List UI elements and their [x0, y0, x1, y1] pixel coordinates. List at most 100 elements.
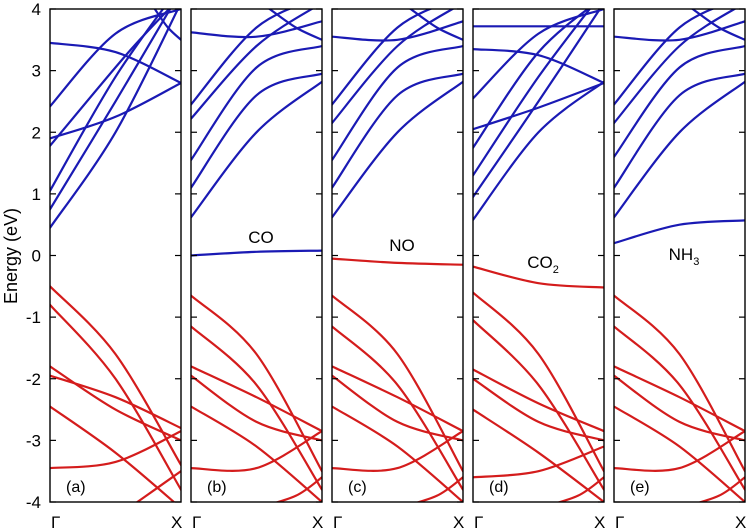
molecule-label: CO [248, 228, 274, 247]
x-tick-label: Γ [51, 513, 60, 532]
conduction-band-line [50, 81, 181, 140]
band-lines [332, 9, 463, 502]
valence-band-line [473, 319, 604, 491]
valence-band-line [473, 408, 604, 502]
valence-band-line [191, 365, 322, 433]
valence-band-line [191, 374, 322, 442]
y-axis-label: Energy (eV) [1, 208, 21, 304]
y-tick-label: -4 [26, 493, 41, 512]
panel-frame [190, 8, 323, 503]
valence-band-line [50, 405, 176, 502]
panel-label: (d) [489, 479, 509, 496]
x-tick-label: Γ [192, 513, 201, 532]
conduction-band-line [473, 80, 604, 221]
x-tick-label: X [594, 513, 605, 532]
conduction-band-line [691, 9, 745, 41]
y-tick-label: -2 [26, 370, 41, 389]
panel-a: (a) Γ X [49, 8, 182, 532]
panel-label: (a) [66, 479, 86, 496]
panel-label: (e) [630, 479, 650, 496]
conduction-band-line [332, 9, 434, 106]
conduction-band-line [50, 9, 181, 108]
panel-e: (e) NH3 Γ X [613, 8, 746, 532]
valence-band-line [332, 405, 463, 502]
valence-band-line [332, 430, 463, 472]
panel-frame [331, 8, 464, 503]
valence-band-line [614, 374, 745, 442]
valence-band-line [50, 365, 181, 442]
molecule-label: NH3 [669, 245, 700, 268]
conduction-band-line [332, 80, 463, 219]
panel-d: (d) CO2 Γ X [472, 8, 605, 532]
conduction-band-line [332, 44, 463, 162]
conduction-band-line [50, 9, 172, 211]
valence-band-line [332, 374, 463, 442]
conduction-band-line [191, 9, 293, 106]
conduction-band-line [473, 81, 604, 131]
molecule-label: NO [389, 236, 415, 255]
conduction-band-line [473, 9, 602, 199]
panel-b: (b) CO Γ X [190, 8, 323, 532]
conduction-band-line [153, 9, 181, 41]
x-tick-label: X [171, 513, 182, 532]
valence-band-line [614, 405, 745, 502]
y-tick-label: 4 [32, 0, 41, 19]
valence-band-line [135, 470, 181, 502]
valence-band-line [473, 368, 604, 433]
valence-band-line [614, 430, 745, 472]
valence-band-line [614, 325, 745, 491]
conduction-band-line [50, 9, 165, 192]
conduction-band-line [191, 20, 322, 39]
valence-band-line [473, 445, 604, 479]
valence-band-line [191, 430, 322, 472]
x-tick-label: Γ [333, 513, 342, 532]
conduction-band-line [50, 41, 181, 85]
molecule-label: CO2 [527, 253, 559, 276]
band-lines [50, 9, 181, 502]
adsorbate-band-line [332, 257, 463, 266]
valence-band-line [473, 377, 604, 442]
valence-band-line [415, 476, 463, 502]
conduction-band-line [191, 9, 314, 120]
conduction-band-line [614, 20, 745, 42]
valence-band-line [614, 294, 745, 473]
valence-band-line [332, 294, 463, 473]
conduction-band-line [473, 9, 590, 149]
valence-band-line [473, 291, 604, 473]
conduction-band-line [191, 80, 322, 219]
y-tick-label: 1 [32, 185, 41, 204]
valence-band-line [50, 285, 181, 467]
conduction-band-line [614, 72, 745, 189]
conduction-band-line [614, 9, 716, 106]
y-tick-labels: -4 -3 -2 -1 0 1 2 3 4 [26, 0, 41, 512]
conduction-band-line [614, 44, 745, 158]
y-tick-label: 2 [32, 123, 41, 142]
valence-band-line [614, 365, 745, 433]
x-tick-label: X [453, 513, 464, 532]
conduction-band-line [268, 9, 322, 41]
valence-band-line [697, 476, 745, 502]
valence-band-line [332, 325, 463, 491]
conduction-band-line [473, 9, 604, 100]
valence-band-line [191, 294, 322, 473]
x-tick-label: X [312, 513, 323, 532]
adsorbate-band-line [473, 265, 604, 289]
valence-band-line [50, 374, 181, 430]
panel-label: (b) [207, 479, 227, 496]
valence-band-line [556, 476, 604, 502]
valence-band-line [274, 476, 322, 502]
conduction-band-line [50, 9, 180, 229]
y-tick-label: -1 [26, 308, 41, 327]
conduction-band-line [191, 44, 322, 162]
y-tick-label: 0 [32, 247, 41, 266]
conduction-band-line [614, 80, 745, 219]
conduction-band-line [409, 9, 463, 41]
band-lines [614, 9, 745, 502]
x-tick-label: Γ [615, 513, 624, 532]
conduction-band-line [332, 20, 463, 42]
conduction-band-line [473, 48, 604, 85]
conduction-band-line [614, 9, 737, 125]
conduction-band-line [332, 72, 463, 189]
